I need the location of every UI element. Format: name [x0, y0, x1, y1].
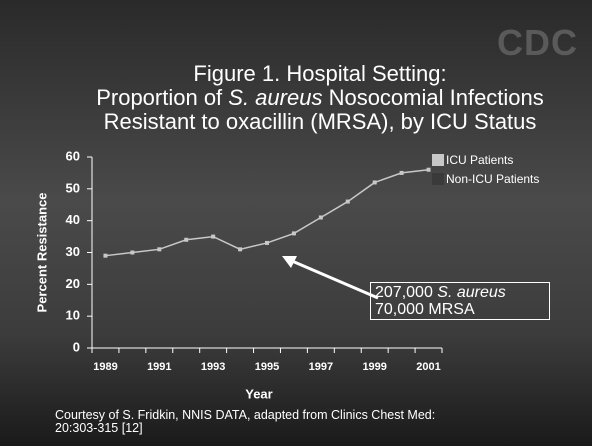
source: Courtesy of S. Fridkin, NNIS DATA, adapt…: [55, 408, 436, 435]
logo: CDC: [497, 22, 578, 63]
data-point: [157, 247, 162, 252]
y-tick-label: 0: [73, 339, 80, 354]
y-tick-label: 10: [66, 308, 80, 323]
data-point: [372, 180, 377, 185]
y-tick-label: 60: [66, 148, 80, 163]
title-line: Figure 1. Hospital Setting:: [60, 62, 580, 86]
legend-label: Non-ICU Patients: [446, 172, 539, 186]
data-point: [399, 170, 404, 175]
text-part: S. aureus: [228, 85, 323, 110]
legend-swatch: [432, 154, 444, 166]
y-tick-label: 20: [66, 276, 80, 291]
x-tick-label: 1997: [309, 361, 333, 373]
data-point: [318, 215, 323, 220]
arrow-head: [282, 256, 297, 268]
text-part: Proportion of: [96, 85, 229, 110]
data-point: [426, 167, 431, 172]
text-part: Resistant to oxacillin (MRSA), by ICU St…: [103, 109, 537, 134]
title-line: Proportion of S. aureus Nosocomial Infec…: [60, 86, 580, 110]
legend-label: ICU Patients: [446, 153, 513, 167]
arrow-line: [291, 259, 379, 300]
x-tick-label: 1993: [201, 361, 225, 373]
data-point: [130, 250, 135, 255]
annotation: 207,000 S. aureus 70,000 MRSA: [370, 282, 550, 320]
x-tick-label: 2001: [416, 361, 440, 373]
data-point: [345, 199, 350, 204]
text-part: Figure 1. Hospital Setting:: [193, 61, 447, 86]
annotation-line: 207,000 S. aureus: [375, 284, 545, 301]
annotation-line: 70,000 MRSA: [375, 301, 545, 318]
x-tick-label: 1999: [362, 361, 386, 373]
text-part: S. aureus: [437, 284, 506, 301]
y-tick-label: 30: [66, 244, 80, 259]
data-point: [291, 231, 296, 236]
title-line: Resistant to oxacillin (MRSA), by ICU St…: [60, 110, 580, 134]
text-part: Nosocomial Infections: [322, 85, 544, 110]
x-tick-label: 1989: [93, 361, 117, 373]
data-point: [265, 240, 269, 245]
data-point: [238, 247, 243, 252]
y-tick-label: 40: [66, 212, 80, 227]
data-point: [211, 234, 216, 239]
y-axis-label: Percent Resistance: [34, 193, 49, 313]
legend-swatch: [432, 173, 444, 185]
text-part: 70,000 MRSA: [375, 301, 475, 318]
x-tick-label: 1991: [147, 361, 171, 373]
x-axis-label: Year: [245, 386, 272, 401]
data-point: [103, 253, 108, 258]
data-point: [184, 237, 189, 242]
text-part: 207,000: [375, 284, 438, 301]
x-tick-label: 1995: [255, 361, 279, 373]
y-tick-label: 50: [66, 180, 80, 195]
